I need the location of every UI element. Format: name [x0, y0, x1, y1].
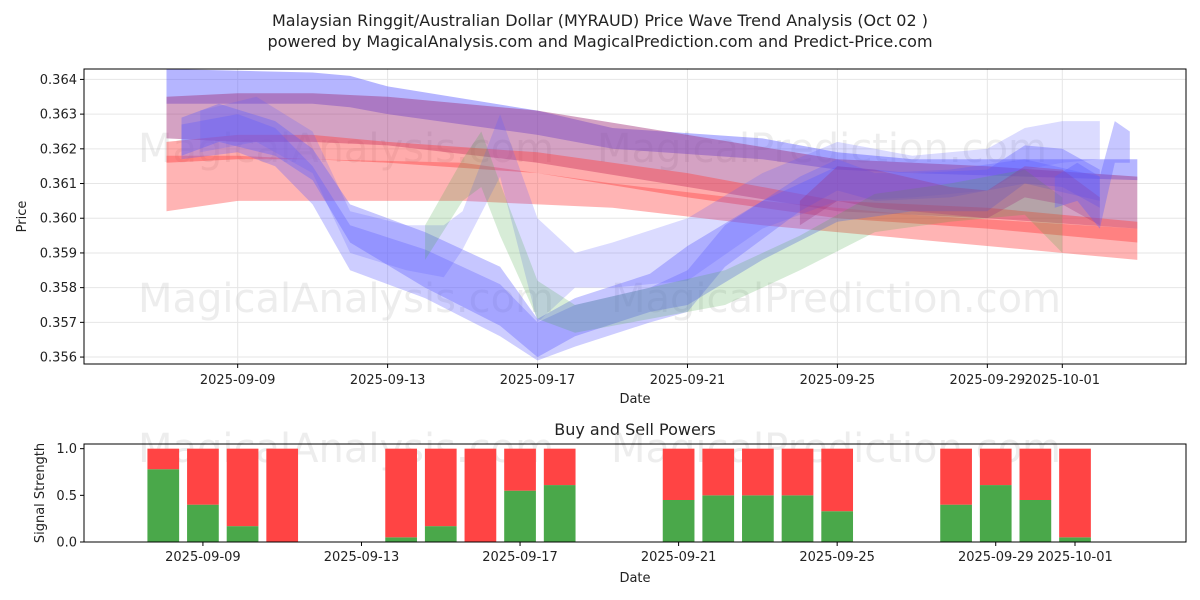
- sell-bar: [702, 448, 735, 496]
- sell-bar: [464, 448, 497, 542]
- watermark-text: MagicalPrediction.com: [597, 126, 1047, 172]
- x-tick-label: 2025-09-29: [958, 550, 1034, 565]
- buy-bar: [781, 495, 814, 542]
- buy-bar: [504, 490, 536, 542]
- buy-bar: [385, 537, 417, 542]
- buy-bar: [543, 485, 576, 542]
- x-tick-label: 2025-09-21: [641, 550, 717, 565]
- wave-band-blue-wide-upper: [166, 69, 1138, 181]
- sell-bar: [147, 448, 180, 470]
- sell-bar: [424, 448, 457, 527]
- chart-subtitle: powered by MagicalAnalysis.com and Magic…: [267, 32, 932, 51]
- sell-bar: [226, 448, 259, 527]
- y-tick-label: 0.361: [40, 177, 77, 192]
- x-tick-label: 2025-09-13: [324, 550, 400, 565]
- buy-sell-title: Buy and Sell Powers: [554, 420, 716, 439]
- sell-bar: [781, 448, 814, 496]
- top-axes-frame: [83, 68, 1187, 365]
- sell-bar: [979, 448, 1012, 486]
- watermark-text: MagicalPrediction.com: [611, 276, 1061, 322]
- buy-bar: [940, 504, 972, 542]
- y-tick-label: 0.360: [40, 212, 77, 227]
- wave-band-green-dip: [425, 131, 1063, 333]
- y-tick-label: 0.356: [40, 351, 77, 366]
- x-axis-label: Date: [619, 392, 650, 407]
- sell-bar: [821, 448, 854, 512]
- buy-bar: [742, 495, 774, 542]
- wave-band-blue-dip-2: [181, 114, 1100, 361]
- x-tick-label: 2025-09-17: [482, 550, 558, 565]
- watermark-text: MagicalAnalysis.com: [138, 276, 554, 322]
- wave-band-blue-dip-1: [181, 103, 1100, 358]
- buy-bar: [1019, 500, 1052, 542]
- buy-bar: [979, 485, 1012, 542]
- sell-bar: [504, 448, 536, 491]
- x-tick-label: 2025-10-01: [1025, 373, 1101, 388]
- sell-bar: [1059, 448, 1091, 538]
- buy-bar: [1059, 537, 1091, 542]
- y-tick-label: 1.0: [56, 442, 77, 457]
- y-tick-label: 0.359: [40, 246, 77, 261]
- sell-bar: [543, 448, 576, 486]
- buy-bar: [147, 469, 180, 542]
- wave-band-red-lower: [166, 155, 1138, 260]
- y-axis-label: Price: [15, 201, 30, 233]
- sell-bar: [742, 448, 774, 496]
- wave-band-blue-right-spike: [1054, 121, 1130, 229]
- price-wave-panel: MagicalAnalysis.com MagicalPrediction.com…: [15, 68, 1187, 407]
- y-tick-label: 0.363: [40, 108, 77, 123]
- buy-bar: [424, 526, 457, 542]
- x-tick-label: 2025-09-29: [950, 373, 1026, 388]
- x-axis-label: Date: [619, 571, 650, 586]
- x-tick-label: 2025-09-17: [500, 373, 576, 388]
- x-tick-label: 2025-09-09: [200, 373, 276, 388]
- y-axis-label: Signal Strength: [33, 443, 48, 543]
- x-tick-label: 2025-10-01: [1037, 550, 1113, 565]
- buy-sell-panel: Buy and Sell PowersMagicalAnalysis.comMa…: [33, 420, 1187, 586]
- x-tick-label: 2025-09-13: [350, 373, 426, 388]
- y-tick-label: 0.358: [40, 281, 77, 296]
- band-group: [166, 69, 1138, 361]
- buy-bar: [187, 504, 219, 542]
- buy-bar: [226, 526, 259, 542]
- watermark-text: MagicalAnalysis.com: [138, 126, 554, 172]
- sell-bar: [662, 448, 695, 500]
- wave-band-purple-wide: [166, 93, 1138, 229]
- wave-band-red-upper: [166, 134, 1138, 243]
- buy-bar: [702, 495, 735, 542]
- x-tick-label: 2025-09-09: [165, 550, 241, 565]
- sell-bar: [187, 448, 219, 505]
- chart-title: Malaysian Ringgit/Australian Dollar (MYR…: [272, 11, 928, 30]
- bottom-axes-frame: [83, 443, 1187, 543]
- y-tick-label: 0.5: [56, 489, 77, 504]
- x-tick-label: 2025-09-25: [799, 550, 875, 565]
- y-tick-label: 0.362: [40, 142, 77, 157]
- wave-band-blue-dip-3: [200, 96, 1100, 323]
- y-tick-label: 0.357: [40, 316, 77, 331]
- x-tick-label: 2025-09-21: [650, 373, 726, 388]
- y-tick-label: 0.0: [56, 536, 77, 551]
- buy-bar: [821, 511, 854, 542]
- wave-band-purple-right: [799, 166, 1100, 226]
- sell-bar: [1019, 448, 1052, 500]
- sell-bar: [940, 448, 972, 505]
- y-tick-label: 0.364: [40, 73, 77, 88]
- sell-bar: [385, 448, 417, 538]
- sell-bar: [266, 448, 299, 542]
- x-tick-label: 2025-09-25: [800, 373, 876, 388]
- buy-bar: [662, 500, 695, 542]
